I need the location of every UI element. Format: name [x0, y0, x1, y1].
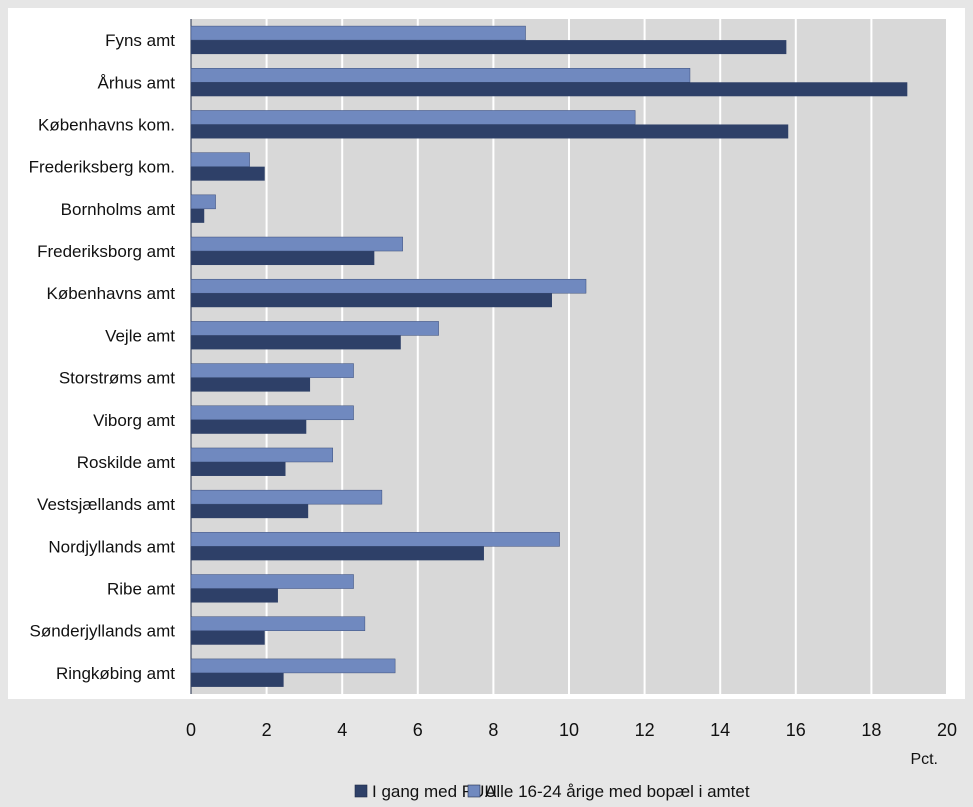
- category-label: Københavns amt: [46, 284, 175, 303]
- bar-i-gang-med-fuu: [191, 546, 484, 561]
- bar-alle-16-24: [190, 532, 560, 547]
- bar-i-gang-med-fuu: [191, 124, 789, 139]
- bar-alle-16-24: [190, 152, 250, 167]
- legend-swatch: [354, 784, 368, 798]
- bar-alle-16-24: [190, 278, 587, 294]
- bar-alle-16-24: [190, 658, 396, 674]
- category-labels: Fyns amt Århus amt Københavns kom. Frederik…: [29, 31, 176, 683]
- bar-alle-16-24: [190, 489, 383, 505]
- bar-i-gang-med-fuu: [191, 588, 278, 603]
- category-label: Vejle amt: [105, 326, 175, 345]
- bar-i-gang-med-fuu: [191, 208, 205, 223]
- x-tick-label: 20: [937, 720, 957, 740]
- category-label: Vestsjællands amt: [37, 495, 175, 514]
- category-label: Ribe amt: [107, 580, 175, 599]
- category-label: Sønderjyllands amt: [29, 622, 175, 641]
- legend-swatch: [467, 784, 481, 798]
- bar-alle-16-24: [190, 405, 354, 421]
- bar-alle-16-24: [190, 68, 691, 83]
- x-tick-label: 12: [635, 720, 655, 740]
- bar-i-gang-med-fuu: [191, 40, 787, 55]
- bar-i-gang-med-fuu: [191, 377, 311, 392]
- category-label: Frederiksberg kom.: [29, 158, 175, 177]
- bar-alle-16-24: [190, 574, 354, 589]
- bar-alle-16-24: [190, 363, 354, 378]
- bar-i-gang-med-fuu: [191, 82, 908, 97]
- legend-label: I gang med FUU: [372, 782, 497, 801]
- category-label: Bornholms amt: [61, 200, 176, 219]
- bar-i-gang-med-fuu: [191, 251, 375, 266]
- bar-i-gang-med-fuu: [191, 672, 284, 687]
- x-tick-label: 6: [413, 720, 423, 740]
- x-tick-label: 10: [559, 720, 579, 740]
- bar-i-gang-med-fuu: [191, 504, 309, 519]
- bar-alle-16-24: [190, 110, 636, 125]
- bar-i-gang-med-fuu: [191, 293, 552, 308]
- x-tick-label: 0: [186, 720, 196, 740]
- x-tick-label: 8: [488, 720, 498, 740]
- category-label: Fyns amt: [105, 31, 175, 50]
- category-label: Storstrøms amt: [59, 369, 175, 388]
- x-tick-label: 2: [262, 720, 272, 740]
- x-tick-label: 18: [861, 720, 881, 740]
- bar-alle-16-24: [190, 616, 366, 631]
- bar-alle-16-24: [190, 236, 403, 252]
- legend-label: Alle 16-24 årige med bopæl i amtet: [485, 782, 750, 801]
- x-tick-label: 16: [786, 720, 806, 740]
- bars: [190, 25, 908, 687]
- x-tick-label: 4: [337, 720, 347, 740]
- category-label: Københavns kom.: [38, 115, 175, 134]
- bar-i-gang-med-fuu: [191, 335, 401, 350]
- category-label: Viborg amt: [93, 411, 175, 430]
- x-axis-unit: Pct.: [910, 751, 938, 768]
- bar-i-gang-med-fuu: [191, 166, 265, 181]
- bar-alle-16-24: [190, 25, 526, 41]
- category-label: Frederiksborg amt: [37, 242, 175, 261]
- category-label: Ringkøbing amt: [56, 664, 175, 683]
- bar-alle-16-24: [190, 447, 333, 463]
- category-label: Roskilde amt: [77, 453, 176, 472]
- bar-i-gang-med-fuu: [191, 461, 286, 476]
- bar-i-gang-med-fuu: [191, 419, 307, 434]
- bar-alle-16-24: [190, 321, 439, 336]
- x-tick-label: 14: [710, 720, 730, 740]
- category-label: Nordjyllands amt: [48, 537, 175, 556]
- x-axis-tick-labels: 0 2 4 6 8 10 12 14 16 18 20: [186, 720, 957, 740]
- bar-alle-16-24: [190, 194, 216, 210]
- category-label: Århus amt: [98, 73, 176, 92]
- bar-i-gang-med-fuu: [191, 630, 265, 645]
